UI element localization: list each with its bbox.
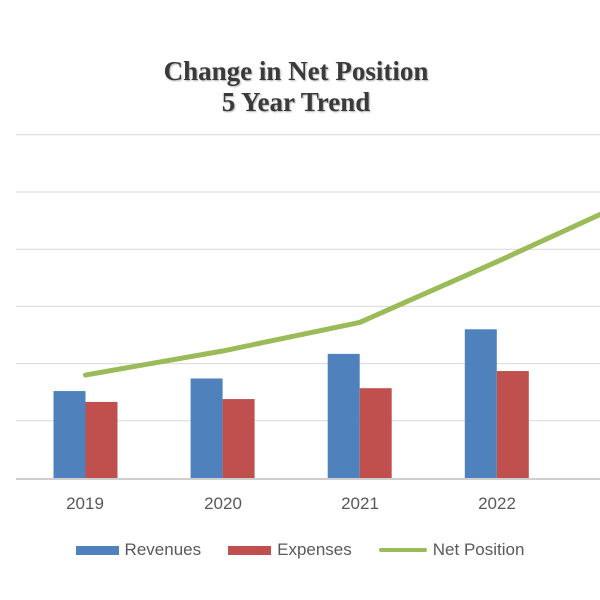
expenses-swatch-icon (228, 545, 272, 555)
legend-label-net-position: Net Position (432, 540, 525, 559)
bar-expenses-2020 (222, 399, 255, 478)
x-axis-label-2021: 2021 (341, 494, 379, 513)
x-axis-label-2022: 2022 (478, 494, 516, 513)
chart-title-line1: Change in Net Position (163, 56, 429, 86)
x-axis-label-2020: 2020 (204, 494, 242, 513)
bar-expenses-2021 (359, 388, 392, 478)
legend-item-revenues: Revenues (75, 540, 202, 560)
chart-title: Change in Net Position 5 Year Trend (0, 56, 596, 118)
bar-expenses-2022 (496, 371, 529, 478)
legend-item-net-position: Net Position (378, 540, 525, 560)
legend-item-expenses: Expenses (228, 540, 352, 560)
bar-revenues-2020 (190, 378, 223, 478)
net-position-line (83, 211, 600, 378)
revenues-swatch-icon (75, 545, 119, 555)
legend-label-expenses: Expenses (277, 540, 352, 559)
net-position-swatch-icon (378, 547, 427, 553)
chart-legend: Revenues Expenses Net Position (0, 540, 600, 560)
chart-title-line2: 5 Year Trend (221, 87, 371, 117)
legend-label-revenues: Revenues (124, 540, 202, 559)
x-axis-label-2019: 2019 (66, 494, 104, 513)
bar-revenues-2022 (464, 329, 497, 478)
bar-revenues-2021 (327, 353, 360, 478)
bar-expenses-2019 (85, 401, 118, 478)
bar-revenues-2019 (53, 391, 86, 478)
